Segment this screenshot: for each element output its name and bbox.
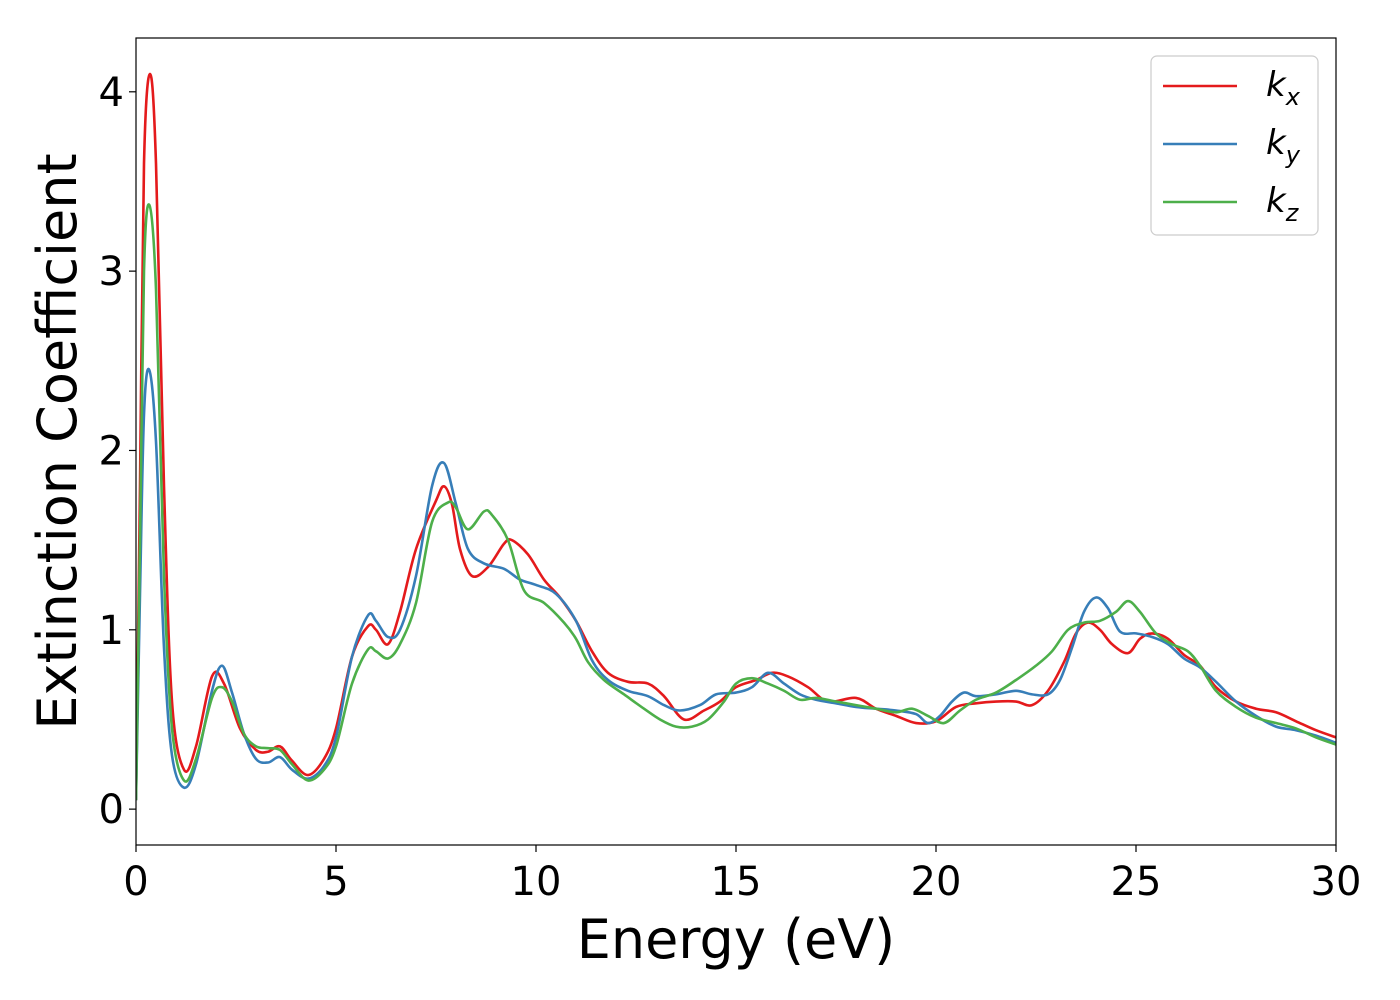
x-axis-title: Energy (eV) <box>577 908 896 971</box>
x-tick-label: 20 <box>911 859 962 905</box>
x-tick-label: 25 <box>1111 859 1162 905</box>
series-layer <box>136 72 1336 801</box>
legend: kx ky kz <box>1150 55 1319 236</box>
y-tick-label: 0 <box>99 787 124 833</box>
ticks-layer: 0 5 10 15 20 25 30 0 1 2 3 4 <box>99 70 1362 905</box>
x-tick-label: 30 <box>1311 859 1362 905</box>
series-line-ky <box>136 367 1336 801</box>
y-tick-label: 4 <box>99 70 124 116</box>
legend-label-kx: kx <box>1266 65 1301 111</box>
legend-box <box>1150 55 1319 236</box>
y-tick-label: 2 <box>99 428 124 474</box>
x-tick-label: 0 <box>123 859 148 905</box>
x-tick-label: 10 <box>511 859 562 905</box>
legend-label-kz: kz <box>1266 181 1300 227</box>
series-line-kz <box>136 203 1336 801</box>
series-line-kx <box>136 72 1336 801</box>
y-axis-title: Extinction Coefficient <box>26 153 89 729</box>
x-tick-label: 5 <box>323 859 348 905</box>
legend-label-ky: ky <box>1266 123 1301 169</box>
y-tick-label: 3 <box>99 249 124 295</box>
y-tick-label: 1 <box>99 608 124 654</box>
x-tick-label: 15 <box>711 859 762 905</box>
